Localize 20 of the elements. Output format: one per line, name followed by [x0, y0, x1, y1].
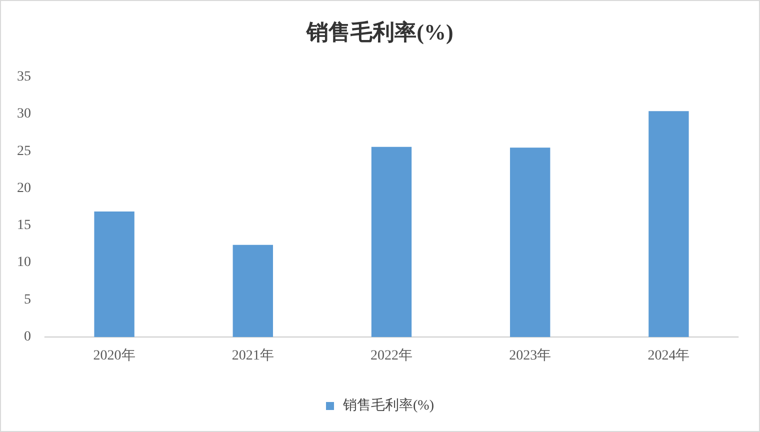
- y-tick-label: 30: [17, 106, 31, 122]
- bar: [510, 148, 550, 337]
- bar: [94, 211, 134, 337]
- x-tick-label: 2022年: [370, 348, 412, 364]
- y-tick-label: 0: [24, 330, 31, 344]
- chart-title: 销售毛利率(%): [306, 20, 454, 44]
- x-tick-label: 2021年: [232, 348, 274, 364]
- bar: [648, 111, 689, 337]
- bar: [232, 244, 273, 337]
- x-tick-label: 2020年: [93, 348, 136, 364]
- y-tick-label: 20: [17, 180, 31, 196]
- y-tick-label: 35: [17, 70, 31, 84]
- y-tick-label: 5: [24, 292, 31, 308]
- y-tick-label: 15: [17, 218, 31, 234]
- x-tick-label: 2023年: [509, 348, 552, 364]
- bar: [371, 146, 412, 337]
- x-tick-label: 2024年: [648, 348, 690, 364]
- y-tick-label: 25: [17, 144, 31, 159]
- legend-label: 销售毛利率(%): [342, 398, 434, 414]
- y-tick-label: 10: [17, 255, 31, 270]
